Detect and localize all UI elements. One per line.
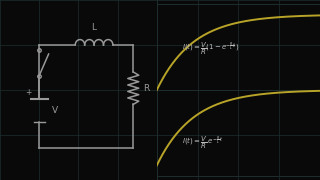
Text: $I(t)=\dfrac{V}{R}\!\left(1-e^{-\frac{R}{L}t}\right)$: $I(t)=\dfrac{V}{R}\!\left(1-e^{-\frac{R}… [182, 41, 239, 57]
Text: L: L [92, 23, 97, 32]
Text: $I(t)=\dfrac{V}{R}\,e^{-\frac{R}{L}t}$: $I(t)=\dfrac{V}{R}\,e^{-\frac{R}{L}t}$ [182, 135, 224, 151]
Text: V: V [52, 106, 58, 115]
Text: R: R [143, 84, 149, 93]
Text: +: + [25, 88, 31, 97]
